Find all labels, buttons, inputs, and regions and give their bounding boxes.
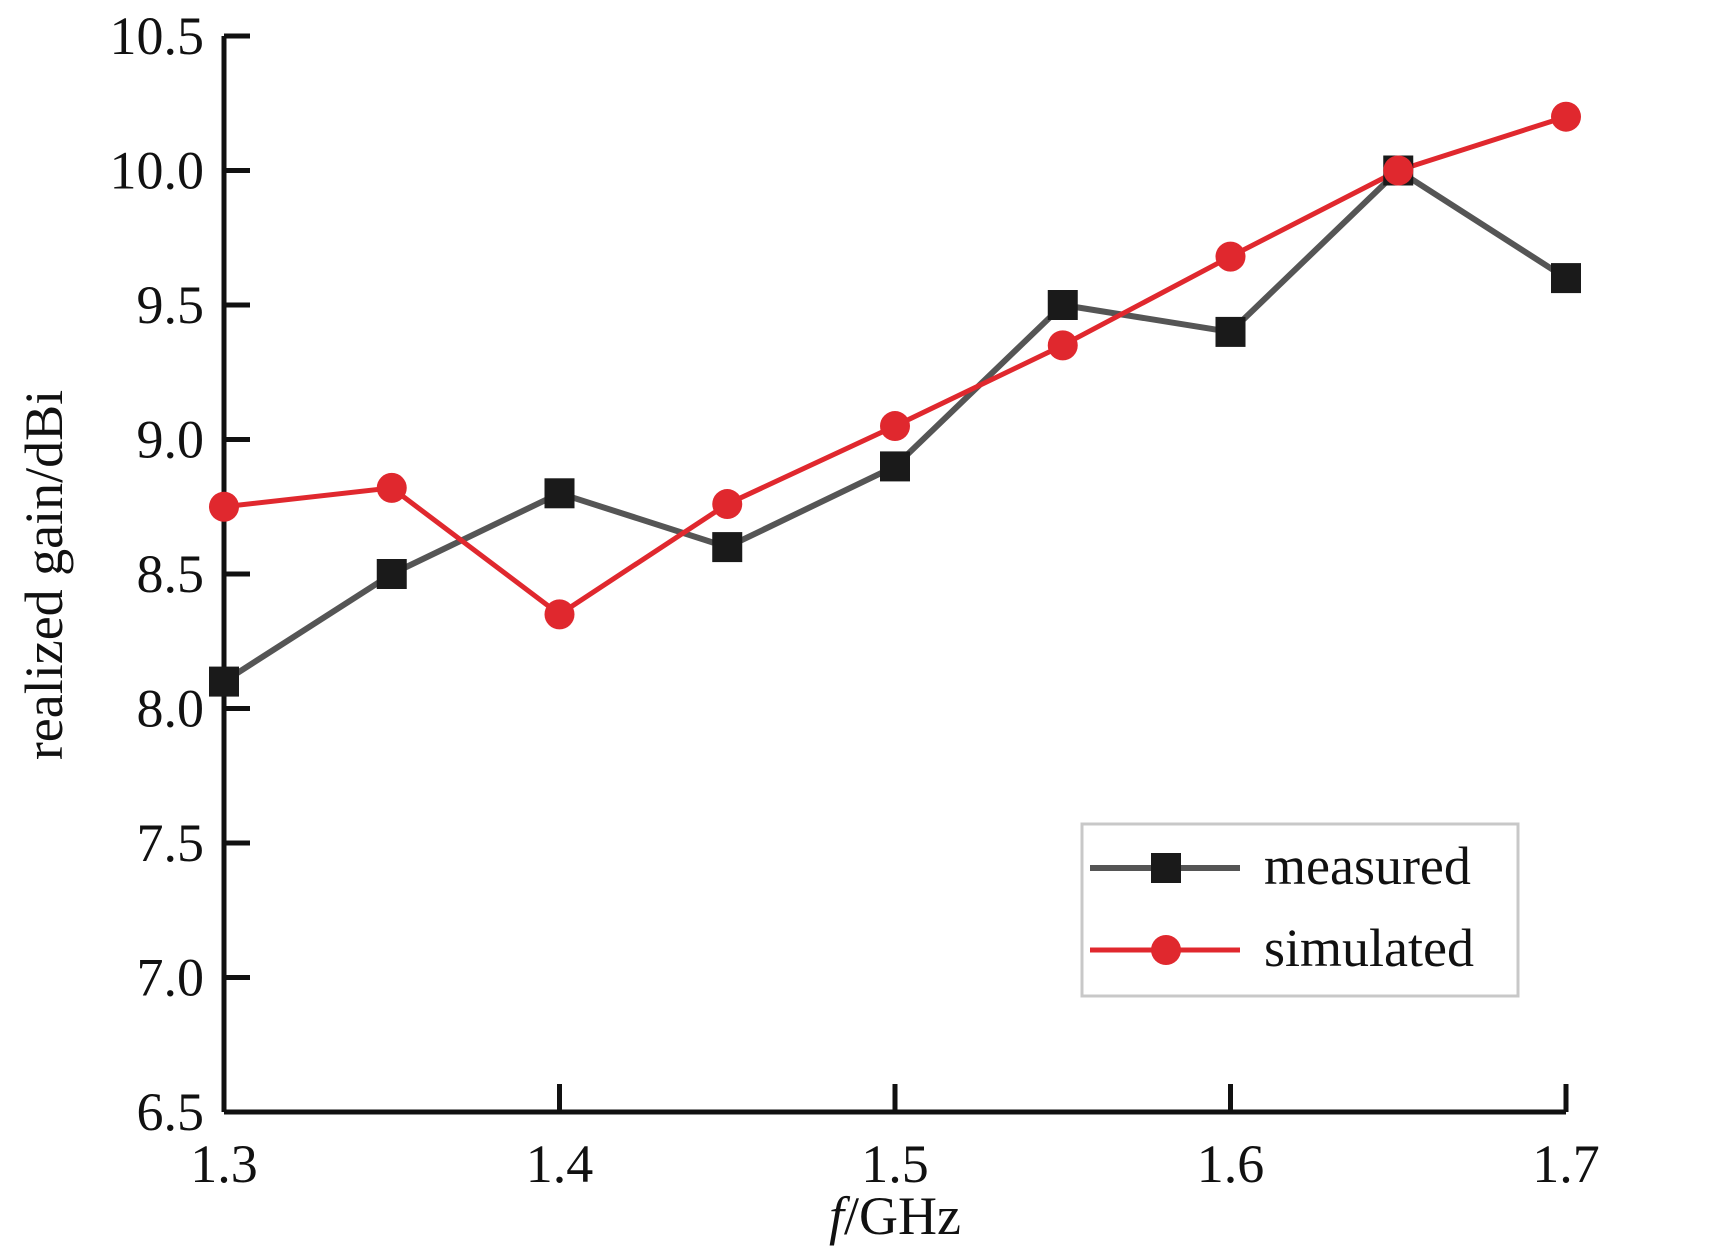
point-measured bbox=[544, 478, 575, 509]
point-simulated bbox=[1383, 155, 1414, 186]
series-line-simulated bbox=[223, 114, 1567, 617]
y-tick-label: 9.5 bbox=[137, 275, 205, 335]
point-simulated bbox=[376, 472, 407, 503]
point-measured bbox=[1551, 263, 1581, 294]
y-tick-label: 7.0 bbox=[137, 948, 205, 1008]
point-measured bbox=[376, 559, 407, 589]
y-tick-label: 7.5 bbox=[137, 813, 205, 873]
x-tick-label: 1.5 bbox=[861, 1134, 929, 1194]
x-axis-title-unit: /GHz bbox=[844, 1186, 961, 1246]
y-tick-label: 10.0 bbox=[110, 141, 205, 201]
plot-lines bbox=[222, 114, 1568, 685]
legend-marker-measured bbox=[1151, 853, 1181, 883]
x-tick-label: 1.3 bbox=[190, 1134, 258, 1194]
point-measured bbox=[1215, 316, 1246, 347]
y-tick-label: 6.5 bbox=[137, 1082, 205, 1142]
point-simulated bbox=[712, 489, 743, 520]
markers bbox=[209, 101, 1581, 697]
legend-entry-simulated: simulated bbox=[1090, 918, 1474, 978]
point-measured bbox=[209, 666, 239, 697]
x-tick-label: 1.6 bbox=[1197, 1134, 1265, 1194]
point-measured bbox=[712, 532, 743, 563]
legend-marker-simulated bbox=[1151, 935, 1181, 965]
x-tick-label: 1.7 bbox=[1532, 1134, 1600, 1194]
y-ticks: 6.5 7.0 7.5 8.0 8.5 9.0 9.5 10.0 10.5 bbox=[110, 6, 250, 1142]
point-measured bbox=[1047, 290, 1078, 320]
legend: measured simulated bbox=[1080, 822, 1520, 998]
y-tick-label: 10.5 bbox=[110, 6, 205, 66]
y-tick-label: 8.0 bbox=[137, 679, 205, 739]
point-simulated bbox=[209, 491, 239, 522]
legend-label-measured: measured bbox=[1264, 836, 1471, 896]
point-simulated bbox=[1047, 330, 1078, 361]
point-simulated bbox=[1551, 101, 1581, 132]
x-ticks: 1.3 1.4 1.5 1.6 1.7 bbox=[190, 1084, 1600, 1194]
legend-box bbox=[1080, 822, 1520, 998]
legend-label-simulated: simulated bbox=[1264, 918, 1474, 978]
y-axis-title: realized gain/dBi bbox=[14, 390, 74, 760]
point-simulated bbox=[1215, 241, 1246, 272]
x-axis-title: f/GHz bbox=[829, 1186, 961, 1246]
legend-entry-measured: measured bbox=[1090, 836, 1471, 896]
point-simulated bbox=[544, 599, 575, 630]
point-measured bbox=[880, 451, 910, 482]
y-tick-label: 9.0 bbox=[137, 410, 205, 470]
y-tick-label: 8.5 bbox=[137, 544, 205, 604]
x-tick-label: 1.4 bbox=[526, 1134, 594, 1194]
point-simulated bbox=[880, 411, 910, 442]
